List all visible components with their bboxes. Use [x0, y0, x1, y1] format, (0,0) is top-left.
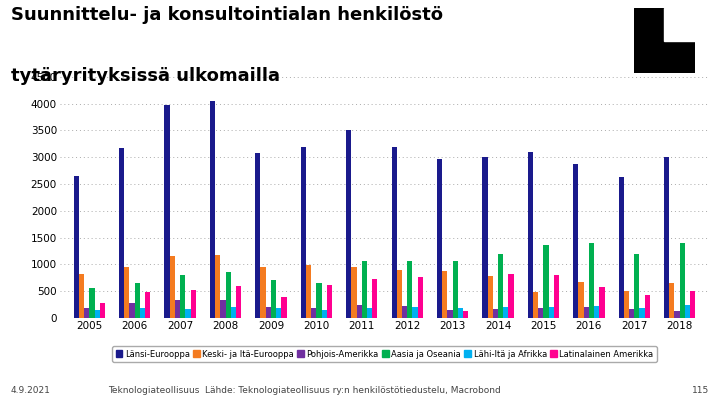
Bar	[84, 308, 89, 318]
Bar	[458, 308, 463, 318]
Bar	[690, 291, 696, 318]
Text: Lähde: Teknologiateollisuus ry:n henkilöstötiedustelu, Macrobond: Lähde: Teknologiateollisuus ry:n henkilö…	[205, 386, 501, 395]
Bar	[539, 308, 544, 318]
Bar	[301, 147, 306, 318]
Bar	[487, 276, 492, 318]
Bar	[256, 153, 261, 318]
Bar	[125, 267, 130, 318]
Bar	[549, 307, 554, 318]
Bar	[346, 130, 351, 318]
Bar	[145, 292, 150, 318]
Bar	[599, 287, 605, 318]
Bar	[89, 288, 94, 318]
Bar	[130, 303, 135, 318]
Bar	[589, 243, 594, 318]
Bar	[230, 307, 236, 318]
Bar	[554, 275, 559, 318]
Bar	[119, 148, 125, 318]
Bar	[665, 8, 695, 40]
Bar	[306, 265, 311, 318]
Bar	[528, 152, 533, 318]
Bar	[185, 309, 191, 318]
Bar	[316, 283, 322, 318]
Bar	[508, 274, 513, 318]
Bar	[442, 271, 447, 318]
Text: Suunnittelu- ja konsultointialan henkilöstö: Suunnittelu- ja konsultointialan henkilö…	[11, 6, 443, 24]
Bar	[225, 272, 230, 318]
Bar	[311, 308, 316, 318]
Bar	[634, 254, 639, 318]
Bar	[180, 275, 185, 318]
Bar	[210, 101, 215, 318]
Bar	[94, 310, 100, 318]
Bar	[675, 311, 680, 318]
Bar	[594, 306, 599, 318]
Bar	[624, 291, 629, 318]
Bar	[680, 243, 685, 318]
Bar	[639, 308, 644, 318]
Bar	[463, 311, 468, 318]
Bar	[367, 308, 372, 318]
Bar	[135, 283, 140, 318]
Text: 4.9.2021: 4.9.2021	[11, 386, 50, 395]
Bar	[584, 307, 589, 318]
Text: Teknologiateollisuus: Teknologiateollisuus	[108, 386, 199, 395]
Bar	[482, 157, 487, 318]
Bar	[327, 285, 332, 318]
Bar	[492, 309, 498, 318]
Bar	[498, 254, 503, 318]
Bar	[437, 159, 442, 318]
Bar	[685, 305, 690, 318]
Bar	[282, 297, 287, 318]
Bar	[175, 300, 180, 318]
Bar	[351, 267, 356, 318]
Bar	[276, 308, 282, 318]
Bar	[397, 270, 402, 318]
Bar	[618, 177, 624, 318]
Bar	[164, 105, 170, 318]
Bar	[271, 280, 276, 318]
Text: tytäryrityksissä ulkomailla: tytäryrityksissä ulkomailla	[11, 67, 280, 85]
Bar	[408, 261, 413, 318]
Bar	[544, 245, 549, 318]
Bar	[220, 300, 225, 318]
Bar	[503, 307, 508, 318]
Bar	[236, 286, 241, 318]
Bar	[78, 274, 84, 318]
Bar	[413, 307, 418, 318]
Bar	[356, 305, 361, 318]
Bar	[392, 147, 397, 318]
Bar	[402, 306, 408, 318]
Bar	[100, 303, 105, 318]
Bar	[578, 282, 584, 318]
Bar	[664, 157, 669, 318]
Bar	[322, 310, 327, 318]
Bar	[73, 176, 78, 318]
Bar	[453, 261, 458, 318]
Legend: Länsi-Eurooppa, Keski- ja Itä-Eurooppa, Pohjois-Amerikka, Aasia ja Oseania, Lähi: Länsi-Eurooppa, Keski- ja Itä-Eurooppa, …	[112, 346, 657, 362]
Bar	[447, 310, 453, 318]
Bar	[215, 255, 220, 318]
Bar	[191, 290, 196, 318]
Bar	[644, 295, 650, 318]
Bar	[170, 256, 175, 318]
Text: 115: 115	[692, 386, 709, 395]
Bar	[533, 292, 539, 318]
Bar	[361, 261, 367, 318]
Bar	[669, 283, 675, 318]
Bar	[266, 307, 271, 318]
Bar	[629, 309, 634, 318]
Bar	[372, 279, 377, 318]
Bar	[573, 164, 578, 318]
Bar	[418, 277, 423, 318]
Bar	[140, 308, 145, 318]
Bar	[261, 267, 266, 318]
